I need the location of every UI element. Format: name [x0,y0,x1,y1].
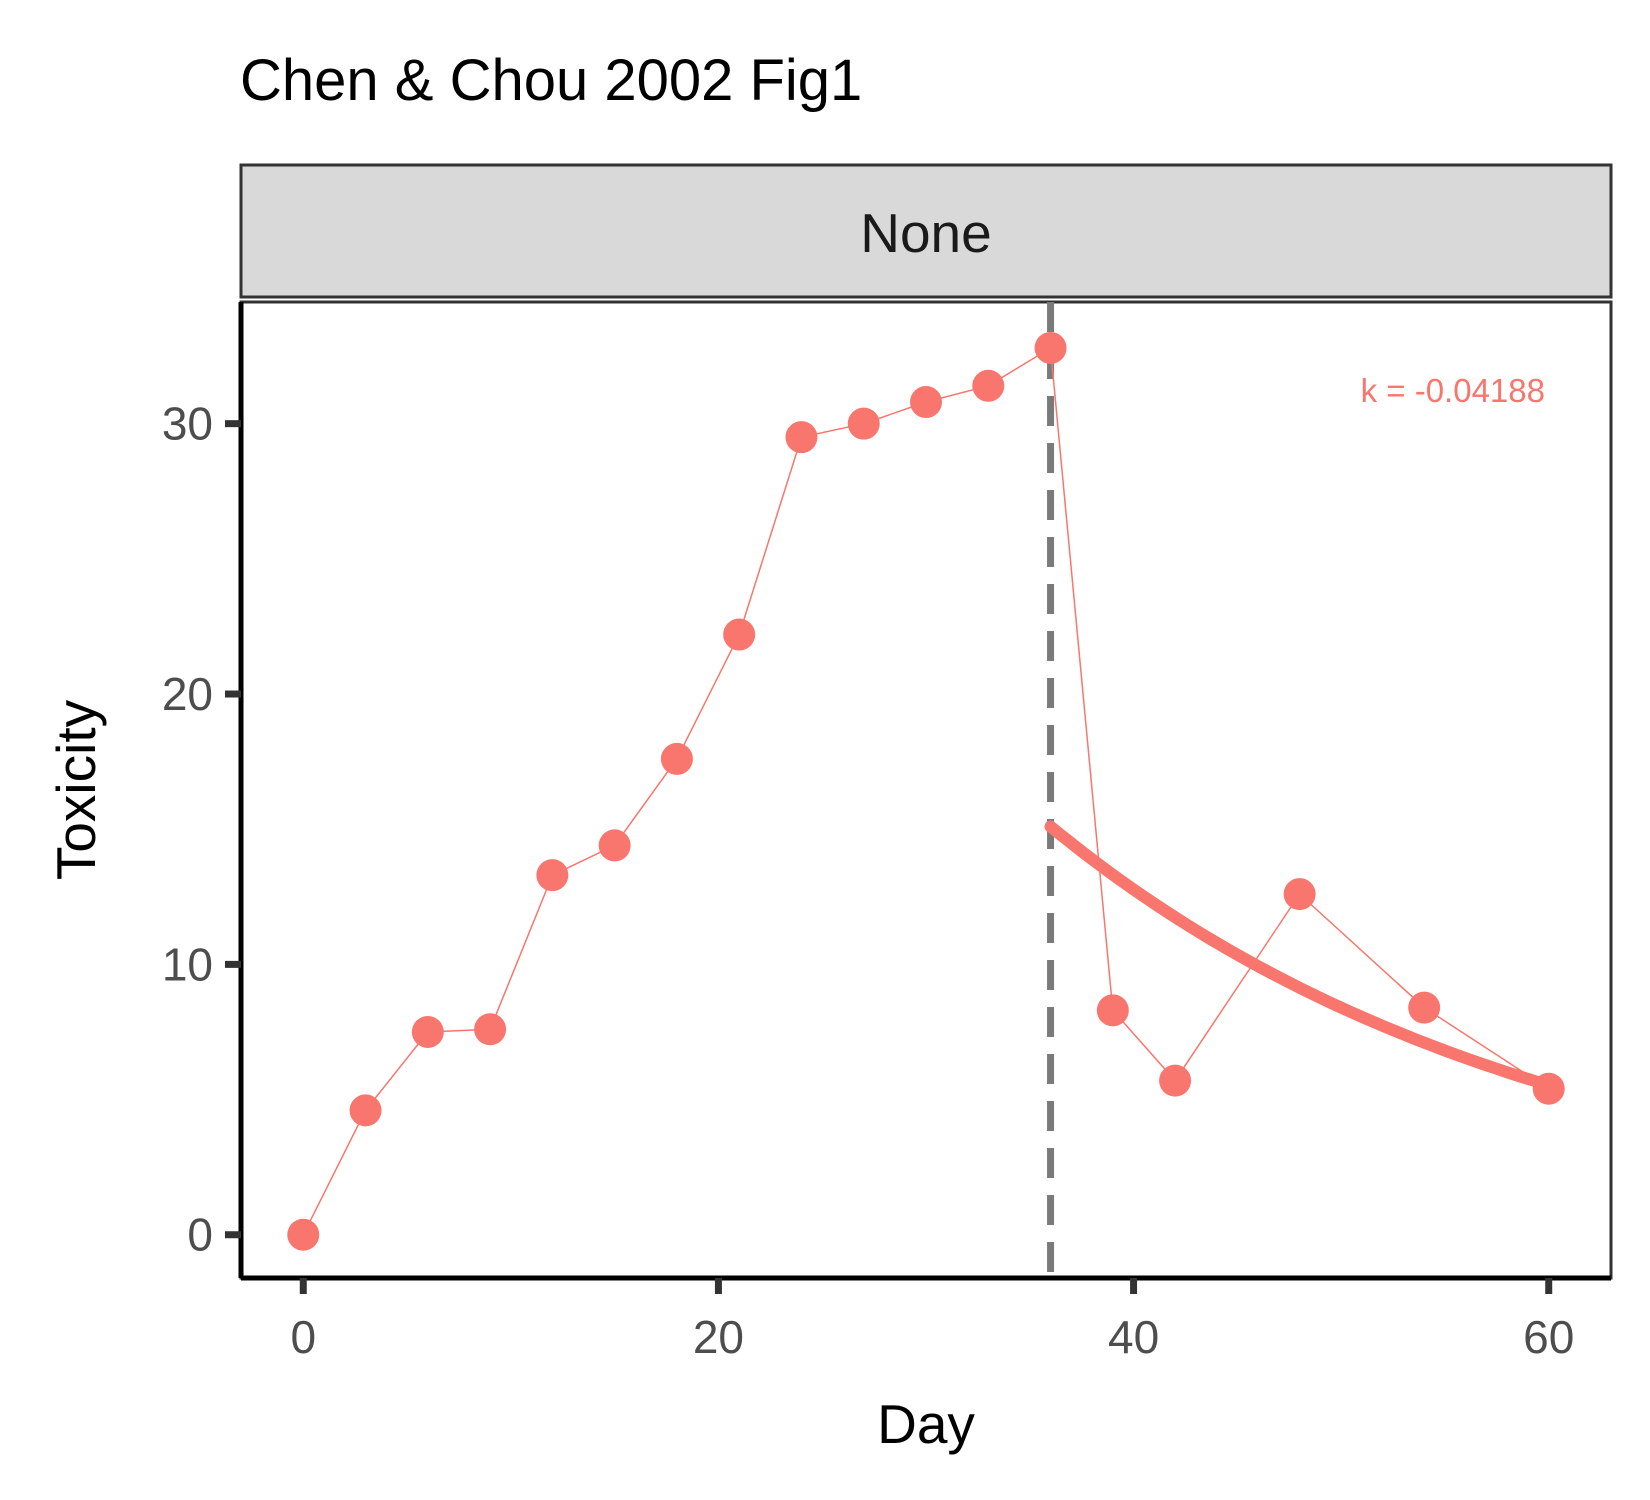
data-point [1096,994,1129,1027]
y-tick-label: 20 [162,668,213,720]
y-tick-label: 30 [162,398,213,450]
data-point [411,1015,444,1048]
data-point [287,1218,320,1251]
x-tick-label: 60 [1523,1311,1574,1363]
x-tick-label: 40 [1108,1311,1159,1363]
data-point [349,1094,382,1127]
k-annotation: k = -0.04188 [1361,372,1545,409]
data-point [536,859,569,892]
data-point [1532,1072,1565,1105]
data-point [785,421,818,454]
facet-strip: None [239,163,1613,299]
data-point [910,386,942,419]
y-axis-ticks: 0 10 20 30 [162,398,241,1261]
fit-layer [1044,820,1555,1092]
y-tick-label: 10 [162,938,213,990]
data-point [972,369,1005,402]
facet-label: None [860,202,991,264]
data-point [474,1013,507,1046]
x-axis-ticks: 0 20 40 60 [290,1278,1574,1363]
x-axis-title: Day [877,1393,975,1455]
x-tick-label: 20 [693,1311,744,1363]
data-point [847,407,880,440]
data-point [1159,1064,1192,1097]
chart-title: Chen & Chou 2002 Fig1 [240,48,862,113]
x-tick-label: 0 [290,1311,316,1363]
plot-panel [239,300,1613,1280]
data-point [660,742,693,775]
data-point [1283,878,1316,911]
data-point [598,829,631,862]
fit-curve [1044,820,1555,1092]
y-axis-title: Toxicity [45,699,107,880]
y-tick-label: 0 [187,1209,213,1261]
series-layer [287,331,1565,1251]
data-point [1034,331,1067,364]
data-point [723,618,756,651]
data-point [1408,991,1441,1024]
